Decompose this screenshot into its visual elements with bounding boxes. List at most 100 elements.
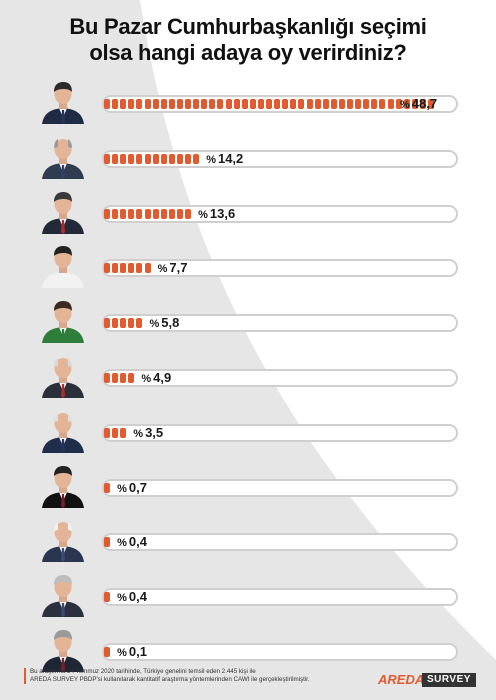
bar-segment bbox=[185, 99, 191, 109]
bar-segment bbox=[419, 99, 426, 109]
bar-segment bbox=[379, 99, 386, 109]
percent-sign: % bbox=[206, 153, 216, 166]
bar-segment bbox=[128, 263, 135, 274]
percent-sign: % bbox=[149, 318, 160, 331]
bar-segment bbox=[160, 153, 167, 164]
bar-segment bbox=[128, 153, 135, 164]
bar-segment bbox=[266, 99, 272, 109]
percent-sign: % bbox=[117, 537, 127, 550]
logo-brand: AREDA bbox=[378, 672, 425, 687]
footer-line-1: Bu araştırma 24 Temmuz 2020 tarihinde, T… bbox=[30, 668, 256, 675]
candidate-photo bbox=[40, 407, 86, 453]
bar-segment bbox=[160, 208, 167, 219]
percent-sign: % bbox=[141, 373, 152, 385]
chart-title-line-2: olsa hangi adaya oy verirdiniz? bbox=[89, 40, 407, 65]
data-label: % 0,4 bbox=[117, 589, 147, 604]
bar bbox=[104, 427, 128, 438]
data-label: % 14,2 bbox=[206, 151, 243, 166]
bar bbox=[104, 208, 193, 219]
data-label: % 4,9 bbox=[141, 370, 171, 385]
candidate-photo bbox=[40, 352, 86, 398]
bar bbox=[104, 373, 136, 383]
bar-segment bbox=[112, 153, 119, 164]
percent-sign: % bbox=[117, 647, 127, 659]
bar-segment bbox=[136, 318, 143, 329]
bar-segment bbox=[387, 99, 394, 109]
bar-segment bbox=[193, 99, 200, 109]
bar-segment bbox=[290, 99, 297, 109]
footer-line-2: AREDA SURVEY PBDP'si kullanılarak kantit… bbox=[30, 676, 310, 683]
percent-sign: % bbox=[117, 592, 127, 605]
value-text: 14,2 bbox=[217, 150, 244, 166]
bar-segment bbox=[144, 208, 151, 219]
bar-segment bbox=[112, 99, 119, 109]
bar-track bbox=[102, 533, 458, 552]
bar-segment bbox=[120, 318, 127, 329]
bar-segment bbox=[112, 318, 119, 329]
bar-segment bbox=[120, 373, 127, 383]
value-text: 48,7 bbox=[411, 96, 438, 111]
bar-segment bbox=[152, 153, 159, 164]
bar bbox=[104, 482, 112, 493]
bar-segment bbox=[136, 99, 143, 109]
value-text: 0,4 bbox=[128, 534, 147, 550]
data-label: % 48,7 bbox=[400, 96, 437, 111]
candidate-photo bbox=[40, 516, 86, 563]
bar-segment bbox=[217, 99, 224, 109]
data-label: % 3,5 bbox=[133, 425, 163, 440]
candidate-photo bbox=[40, 242, 86, 289]
bar-segment bbox=[193, 153, 200, 164]
bar-segment bbox=[225, 99, 232, 109]
bar-segment bbox=[120, 99, 127, 109]
bar-segment bbox=[395, 99, 402, 109]
bar-segment bbox=[104, 482, 110, 493]
bar-track bbox=[102, 314, 458, 333]
bar-segment bbox=[274, 99, 281, 109]
bar-segment bbox=[257, 99, 264, 109]
bar-track bbox=[102, 478, 458, 497]
bar bbox=[104, 318, 145, 329]
bar-segment bbox=[112, 208, 119, 219]
bar-segment bbox=[306, 99, 313, 109]
bar-segment bbox=[104, 153, 110, 164]
data-label: % 0,7 bbox=[117, 480, 147, 495]
bar-segment bbox=[241, 99, 248, 109]
bar-track bbox=[102, 204, 458, 223]
bar-segment bbox=[120, 263, 127, 274]
bar-segment bbox=[428, 99, 434, 109]
value-text: 4,9 bbox=[153, 370, 172, 385]
bar-segment bbox=[411, 99, 418, 109]
bar-segment bbox=[104, 537, 110, 548]
value-text: 5,8 bbox=[161, 315, 180, 331]
bar-segment bbox=[176, 208, 183, 219]
bar-segment bbox=[347, 99, 353, 109]
candidate-photo bbox=[40, 626, 86, 672]
bar-segment bbox=[112, 373, 119, 383]
bar-segment bbox=[314, 99, 321, 109]
percent-sign: % bbox=[400, 99, 410, 111]
data-label: % 7,7 bbox=[158, 260, 188, 275]
bar-track bbox=[102, 588, 458, 607]
bar-segment bbox=[338, 99, 345, 109]
bar-segment bbox=[128, 318, 135, 329]
bar-segment bbox=[136, 153, 143, 164]
bar-segment bbox=[282, 99, 289, 109]
bar-segment bbox=[233, 99, 240, 109]
percent-sign: % bbox=[117, 482, 127, 495]
bar-segment bbox=[128, 99, 135, 109]
bar-track bbox=[102, 259, 458, 278]
bar-segment bbox=[168, 99, 175, 109]
bar-segment bbox=[144, 263, 151, 274]
bar-segment bbox=[120, 427, 127, 438]
bar bbox=[104, 263, 153, 274]
bar bbox=[104, 99, 436, 109]
candidate-photo bbox=[40, 188, 86, 234]
value-text: 0,1 bbox=[128, 644, 147, 659]
bar-segment bbox=[104, 263, 110, 274]
data-label: % 13,6 bbox=[198, 206, 235, 221]
bar-segment bbox=[104, 427, 110, 438]
candidate-photo bbox=[40, 571, 86, 618]
candidate-photo bbox=[40, 78, 86, 124]
